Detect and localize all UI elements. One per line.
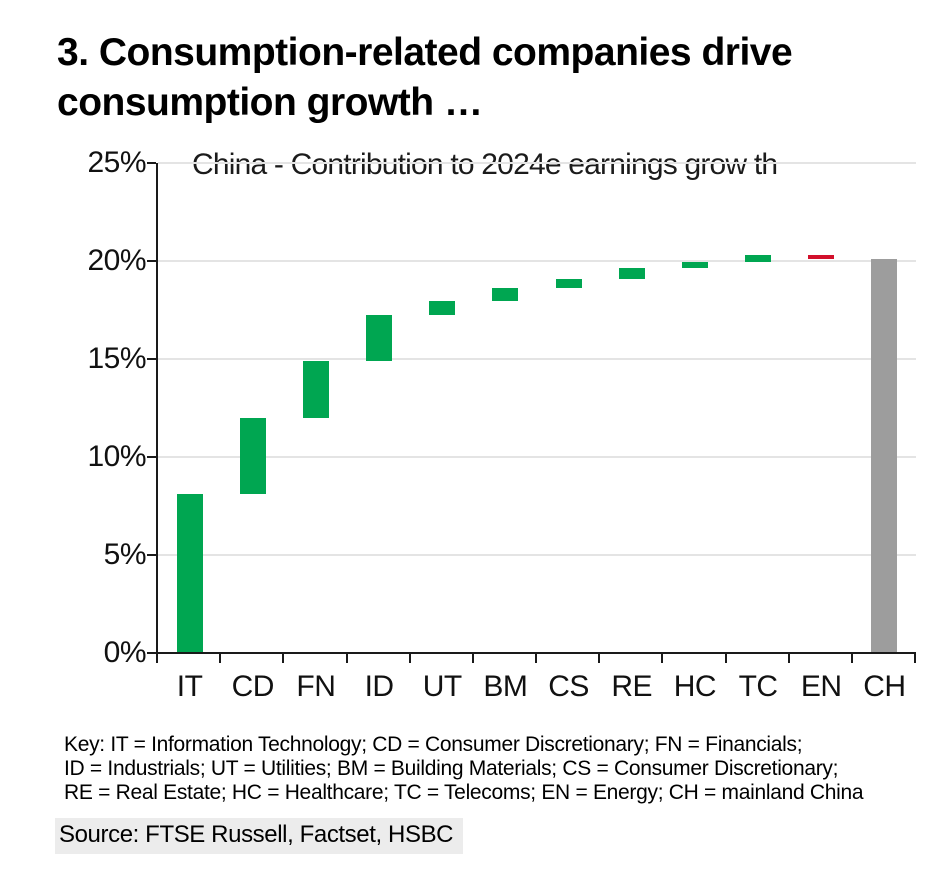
x-axis-label-IT: IT [176,670,203,703]
y-axis-label: 0% [103,636,147,669]
chart-key: Key: IT = Information Technology; CD = C… [64,733,924,805]
bar-IT [176,494,203,653]
bar-BM [492,288,519,302]
y-axis-label: 5% [103,538,147,571]
key-line-2: ID = Industrials; UT = Utilities; BM = B… [64,757,839,780]
gridline-20 [158,260,916,262]
x-axis-label-EN: EN [800,670,842,703]
y-axis-tick-0 [147,652,156,654]
page-title-line-1: 3. Consumption-related companies drive [57,31,793,74]
key-line-1: Key: IT = Information Technology; CD = C… [64,733,803,756]
key-line-3: RE = Real Estate; HC = Healthcare; TC = … [64,781,864,804]
bar-CH [871,259,898,653]
bar-TC [745,255,772,262]
x-axis-label-CH: CH [863,670,906,703]
y-axis-tick-5 [147,554,156,556]
bar-FN [302,360,329,418]
gridline-15 [158,358,916,360]
x-axis-label-CS: CS [548,670,589,703]
x-axis-label-ID: ID [364,670,395,703]
x-axis-label-RE: RE [611,670,653,703]
bar-HC [681,261,708,268]
x-axis-tick [724,654,727,663]
x-axis-tick [282,654,285,663]
x-axis-tick [914,654,916,663]
y-axis-tick-15 [147,358,156,360]
chart-subtitle: China - Contribution to 2024e earnings g… [192,148,784,182]
bar-CS [555,278,582,289]
gridline-25 [158,162,916,164]
bar-EN [808,255,835,260]
x-axis-tick [408,654,411,663]
x-axis-label-CD: CD [231,670,275,703]
y-axis-label: 25% [87,146,146,179]
x-axis-tick [850,654,853,663]
bar-RE [618,267,645,279]
x-axis-tick [535,654,537,663]
y-axis-label: 10% [87,440,146,473]
page-title-line-2: consumption growth … [57,80,483,124]
x-axis-tick [787,654,790,663]
x-axis-line [156,652,916,654]
x-axis-tick [219,654,222,663]
gridline-10 [158,456,916,458]
x-axis-label-BM: BM [483,670,528,703]
y-axis-tick-25 [147,162,156,164]
gridline-5 [158,554,916,556]
x-axis-tick [471,654,474,663]
y-axis-line [156,163,158,655]
x-axis-label-TC: TC [738,670,779,703]
bar-CD [239,417,266,495]
x-axis-label-HC: HC [673,670,717,703]
y-axis-label: 15% [87,342,146,375]
x-axis-tick [661,654,664,663]
x-axis-label-FN: FN [296,670,336,703]
x-axis-tick [598,654,601,663]
source-text: Source: FTSE Russell, Factset, HSBC [55,818,464,854]
x-axis-label-UT: UT [422,670,463,703]
page-title: 3. Consumption-related companies drive c… [57,28,917,128]
x-axis-tick [156,654,158,663]
y-axis-tick-10 [147,456,156,458]
bar-UT [429,301,456,315]
bar-ID [366,314,393,361]
y-axis-label: 20% [87,244,146,277]
y-axis-tick-20 [147,260,156,262]
x-axis-tick [345,654,348,663]
